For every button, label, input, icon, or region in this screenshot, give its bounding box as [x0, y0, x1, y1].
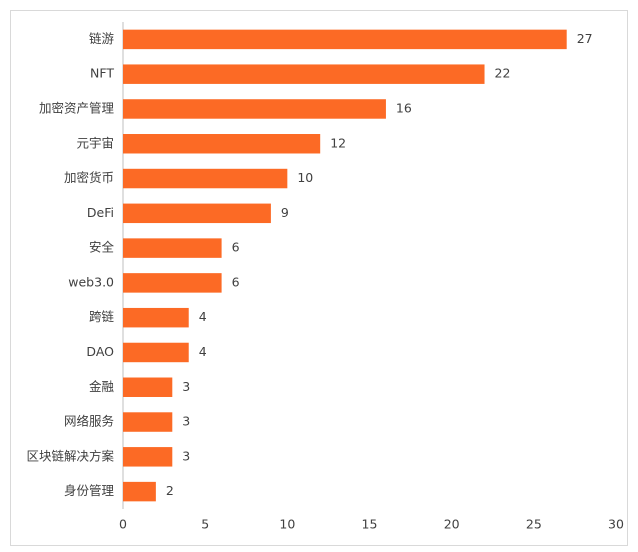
x-tick-label: 25 — [526, 517, 542, 532]
y-tick-label: 跨链 — [89, 309, 115, 324]
bar — [123, 64, 485, 84]
bar — [123, 307, 189, 328]
bar — [123, 377, 173, 397]
value-label: 16 — [396, 100, 412, 115]
x-tick-label: 15 — [362, 517, 378, 532]
value-label: 4 — [199, 344, 207, 359]
bar — [123, 99, 386, 119]
value-label: 4 — [199, 309, 207, 324]
chart-frame — [10, 10, 628, 546]
bar — [123, 273, 222, 293]
value-label: 12 — [330, 135, 346, 150]
x-tick-label: 30 — [608, 517, 624, 532]
y-tick-label: DAO — [86, 344, 114, 359]
value-label: 3 — [182, 448, 190, 463]
y-tick-label: 身份管理 — [64, 483, 115, 498]
bar — [123, 342, 189, 363]
x-tick-label: 0 — [119, 517, 127, 532]
value-label: 3 — [182, 379, 190, 394]
bar — [123, 238, 222, 258]
bar — [123, 203, 271, 224]
y-tick-label: 网络服务 — [64, 414, 114, 429]
x-tick-label: 10 — [279, 517, 295, 532]
y-tick-label: DeFi — [87, 205, 114, 220]
y-tick-label: NFT — [90, 66, 114, 81]
value-label: 10 — [297, 170, 313, 185]
value-label: 22 — [495, 66, 511, 81]
value-label: 6 — [232, 274, 240, 289]
bar — [123, 168, 288, 189]
bar — [123, 447, 173, 467]
y-tick-label: 加密资产管理 — [39, 100, 115, 115]
y-tick-label: 加密货币 — [64, 170, 114, 185]
x-tick-label: 5 — [201, 517, 209, 532]
bar — [123, 134, 321, 154]
value-label: 3 — [182, 414, 190, 429]
value-label: 9 — [281, 205, 289, 220]
y-tick-label: web3.0 — [68, 274, 114, 289]
bar — [123, 412, 173, 432]
bar — [123, 481, 156, 502]
value-label: 27 — [577, 31, 593, 46]
y-tick-label: 金融 — [89, 379, 115, 394]
bar — [123, 29, 567, 50]
y-tick-label: 安全 — [89, 240, 115, 255]
y-tick-label: 链游 — [89, 31, 115, 46]
y-tick-label: 区块链解决方案 — [26, 448, 114, 463]
y-tick-label: 元宇宙 — [76, 135, 114, 150]
x-tick-label: 20 — [444, 517, 460, 532]
value-label: 2 — [166, 483, 174, 498]
value-label: 6 — [232, 240, 240, 255]
